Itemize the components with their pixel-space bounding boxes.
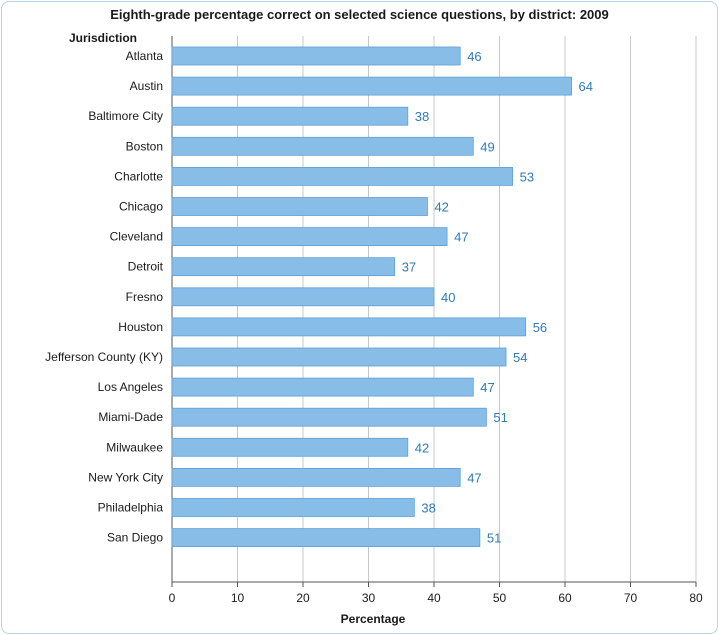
x-tick-label: 30: [362, 591, 376, 605]
bar: [171, 227, 448, 247]
data-label: 51: [487, 531, 501, 546]
data-label: 42: [415, 440, 429, 455]
bar: [171, 437, 409, 457]
bar: [171, 467, 461, 487]
category-label: Chicago: [119, 200, 163, 214]
bar: [171, 197, 428, 216]
value-labels: 46 64 38 49 53 42 47 37 40 56 54 47 51 42 47 38 51: [402, 49, 593, 546]
category-label: Milwaukee: [106, 440, 163, 454]
bar: [171, 106, 409, 126]
data-label: 64: [579, 79, 593, 94]
bar: [171, 166, 514, 186]
category-label: Boston: [126, 139, 163, 153]
bar: [171, 347, 507, 367]
category-label: Cleveland: [110, 230, 163, 244]
x-tick-label: 20: [296, 591, 310, 605]
category-label: Baltimore City: [88, 109, 163, 123]
category-label: Austin: [130, 79, 163, 93]
grid-lines: [171, 36, 697, 587]
data-label: 47: [480, 380, 494, 395]
data-label: 42: [434, 200, 448, 215]
data-label: 53: [520, 169, 534, 184]
category-axis-title: Jurisdiction: [69, 31, 137, 45]
category-label: Los Angeles: [98, 380, 163, 394]
category-label: Detroit: [128, 260, 164, 274]
category-label: Fresno: [126, 290, 164, 304]
chart-title: Eighth-grade percentage correct on selec…: [110, 7, 609, 22]
data-label: 40: [441, 290, 455, 305]
category-label: Houston: [118, 320, 163, 334]
bar: [171, 257, 396, 277]
data-label: 51: [493, 410, 507, 425]
data-label: 38: [421, 501, 435, 516]
bar: [171, 407, 487, 427]
x-tick-label: 80: [689, 591, 703, 605]
data-label: 37: [402, 260, 416, 275]
bar: [171, 498, 415, 517]
data-label: 47: [467, 470, 481, 485]
x-tick-label: 70: [624, 591, 638, 605]
category-label: Philadelphia: [98, 501, 164, 515]
category-labels: Atlanta Austin Baltimore City Boston Charlot…: [45, 49, 164, 545]
data-label: 46: [467, 49, 481, 64]
bar: [171, 46, 461, 66]
bar: [171, 317, 527, 337]
x-tick-label: 10: [231, 591, 245, 605]
category-label: Jefferson County (KY): [45, 350, 163, 364]
category-label: Miami-Dade: [98, 410, 163, 424]
category-label: San Diego: [107, 531, 163, 545]
bars: [171, 46, 572, 547]
data-label: 54: [513, 350, 527, 365]
x-tick-labels: 0 10 20 30 40 50 60 70 80: [169, 591, 703, 605]
category-label: Charlotte: [114, 169, 163, 183]
x-tick-label: 50: [493, 591, 507, 605]
data-label: 49: [480, 139, 494, 154]
bar: [171, 377, 474, 397]
category-label: Atlanta: [126, 49, 164, 63]
x-axis-title: Percentage: [341, 612, 406, 626]
data-label: 38: [415, 109, 429, 124]
data-label: 47: [454, 230, 468, 245]
data-label: 56: [533, 320, 547, 335]
bar: [171, 287, 435, 307]
category-label: New York City: [88, 470, 163, 484]
x-tick-label: 0: [169, 591, 176, 605]
x-tick-label: 60: [558, 591, 572, 605]
x-tick-label: 40: [427, 591, 441, 605]
bar: [171, 528, 481, 547]
bar: [171, 76, 572, 96]
bar: [171, 136, 474, 156]
